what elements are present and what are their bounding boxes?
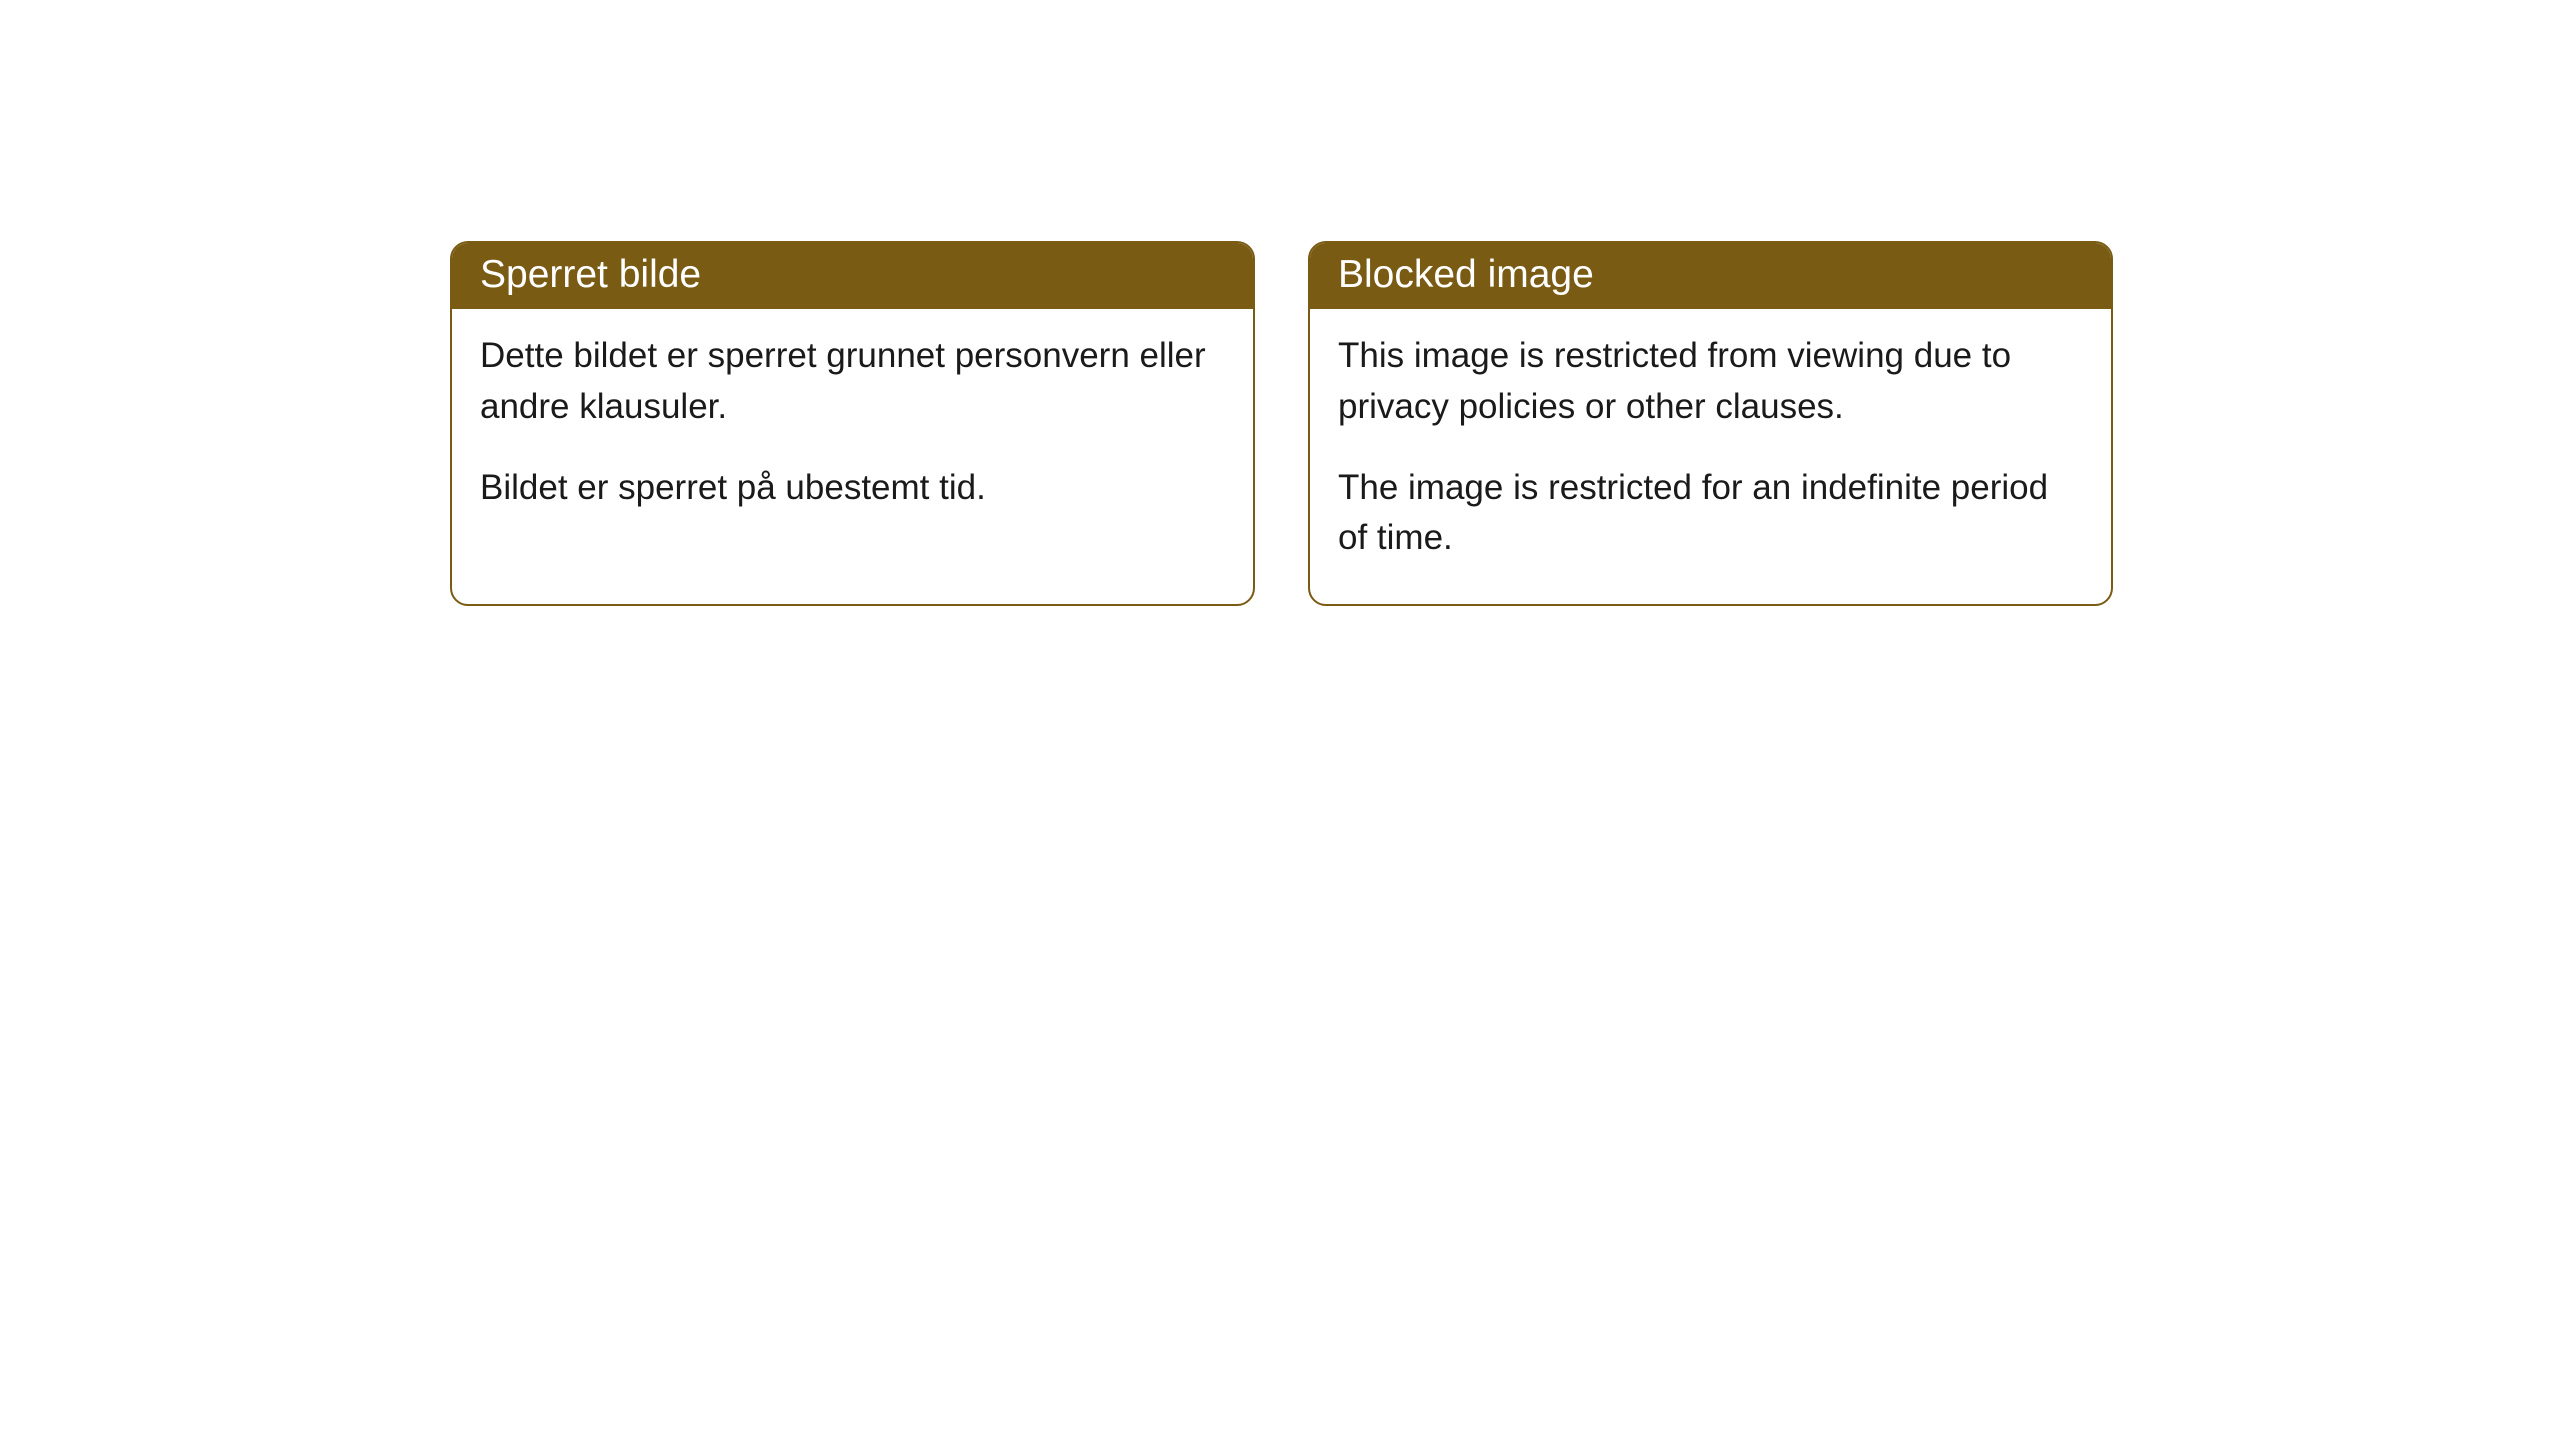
blocked-image-card-en: Blocked image This image is restricted f… (1308, 241, 2113, 606)
notice-cards-container: Sperret bilde Dette bildet er sperret gr… (450, 241, 2113, 606)
card-paragraph-en-2: The image is restricted for an indefinit… (1338, 463, 2083, 565)
card-header-no: Sperret bilde (452, 243, 1253, 309)
card-header-en: Blocked image (1310, 243, 2111, 309)
card-paragraph-no-1: Dette bildet er sperret grunnet personve… (480, 331, 1225, 433)
card-paragraph-no-2: Bildet er sperret på ubestemt tid. (480, 463, 1225, 514)
card-paragraph-en-1: This image is restricted from viewing du… (1338, 331, 2083, 433)
card-body-en: This image is restricted from viewing du… (1310, 309, 2111, 604)
blocked-image-card-no: Sperret bilde Dette bildet er sperret gr… (450, 241, 1255, 606)
card-body-no: Dette bildet er sperret grunnet personve… (452, 309, 1253, 553)
